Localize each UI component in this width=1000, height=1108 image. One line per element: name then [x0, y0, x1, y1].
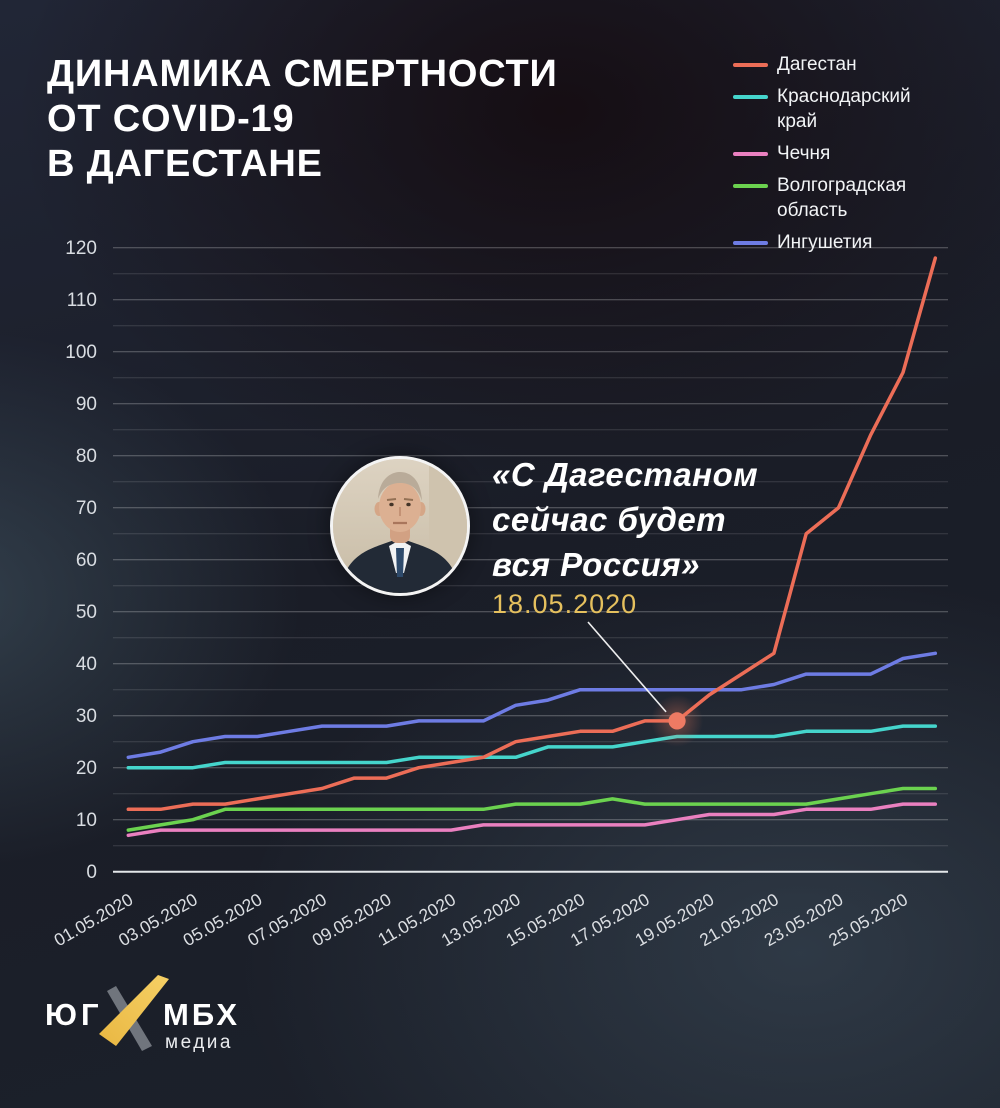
legend-label: Краснодарский край: [777, 86, 911, 132]
legend-label: Волгоградская область: [777, 175, 907, 221]
y-tick-label-80: 80: [76, 446, 97, 467]
logo-media-text: медиа: [165, 1032, 233, 1053]
legend-label: Дагестан: [777, 54, 857, 75]
annotation-callout-line: [587, 621, 667, 713]
y-tick-label-60: 60: [76, 550, 97, 571]
putin-portrait-drawing: [333, 459, 467, 593]
y-tick-label-120: 120: [65, 238, 97, 259]
y-tick-label-100: 100: [65, 342, 97, 363]
y-tick-label-0: 0: [86, 862, 97, 883]
legend-label: Ингушетия: [777, 232, 873, 253]
putin-photo-avatar: [330, 456, 470, 596]
legend-item-3: Чечня: [733, 141, 945, 166]
title-line-2: ОТ COVID-19: [47, 98, 295, 140]
quote-line-1: «С Дагестаном: [492, 456, 759, 493]
quote-line-2: сейчас будет: [492, 501, 727, 538]
y-tick-label-40: 40: [76, 654, 97, 675]
y-tick-label-110: 110: [67, 290, 97, 311]
legend-item-4: Волгоградская область: [733, 173, 945, 223]
y-tick-label-10: 10: [76, 810, 97, 831]
series-line-чечня: [126, 802, 938, 838]
legend-label: Чечня: [777, 143, 831, 164]
quote-line-3: вся Россия»: [492, 546, 700, 583]
page-title: ДИНАМИКА СМЕРТНОСТИ ОТ COVID-19 В ДАГЕСТ…: [47, 52, 558, 187]
legend-item-2: Краснодарский край: [733, 84, 945, 134]
legend-item-1: Дагестан: [733, 52, 945, 77]
legend-item-5: Ингушетия: [733, 230, 945, 255]
title-line-3: В ДАГЕСТАНЕ: [47, 143, 323, 185]
logo-x-mark-icon: [99, 975, 169, 1051]
logo-yug-text: ЮГ: [45, 997, 103, 1032]
y-tick-label-90: 90: [76, 394, 97, 415]
legend-swatch-icon: [733, 184, 768, 188]
y-tick-label-50: 50: [76, 602, 97, 623]
yug-mbh-media-logo: ЮГ МБХ медиа: [45, 972, 255, 1053]
series-line-дагестан: [126, 256, 938, 812]
title-line-1: ДИНАМИКА СМЕРТНОСТИ: [47, 53, 558, 95]
y-tick-label-70: 70: [76, 498, 97, 519]
quote-text: «С Дагестаном сейчас будет вся Россия»: [492, 452, 758, 587]
y-tick-label-20: 20: [76, 758, 97, 779]
marker-dot: [668, 712, 686, 730]
series-line-краснодарский-край: [126, 724, 938, 770]
y-tick-label-30: 30: [76, 706, 97, 727]
logo-mbh-text: МБХ: [163, 997, 241, 1032]
series-line-волгоградская-область: [126, 786, 938, 832]
legend-swatch-icon: [733, 63, 768, 67]
legend-swatch-icon: [733, 241, 768, 245]
legend-swatch-icon: [733, 95, 768, 99]
chart-legend: Дагестан Краснодарский край Чечня Волгоград…: [733, 52, 945, 262]
legend-swatch-icon: [733, 152, 768, 156]
annotation-date: 18.05.2020: [492, 589, 638, 619]
series-line-ингушетия: [126, 651, 938, 760]
